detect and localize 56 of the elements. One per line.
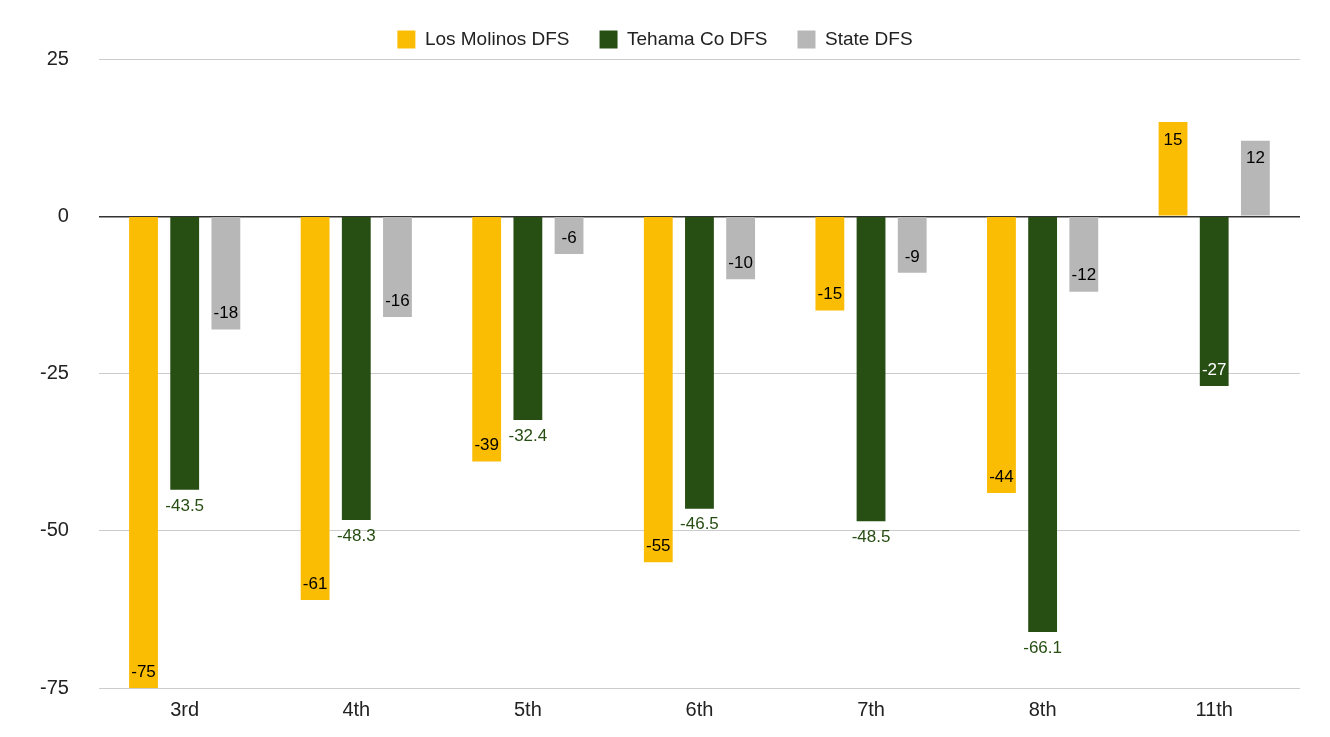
- bar: [897, 217, 927, 273]
- data-label: -48.3: [336, 525, 376, 545]
- y-tick-label: 0: [57, 203, 69, 226]
- bar: [129, 217, 158, 688]
- bar: [472, 217, 502, 462]
- data-label: -44: [989, 466, 1014, 486]
- bar: [300, 217, 330, 600]
- bar: [383, 217, 412, 317]
- y-tick-label: -50: [40, 518, 69, 541]
- y-tick-label: -25: [40, 361, 69, 384]
- y-tick-label: -75: [40, 675, 69, 698]
- x-tick-label: 7th: [857, 697, 885, 720]
- x-tick-label: 6th: [685, 697, 714, 720]
- bar: [815, 217, 845, 311]
- x-tick-label: 3rd: [170, 697, 200, 720]
- bar: [643, 217, 673, 563]
- data-label: -39: [474, 435, 499, 455]
- x-tick-label: 5th: [513, 697, 542, 720]
- data-label: -32.4: [508, 425, 548, 445]
- data-label: -15: [817, 284, 843, 304]
- data-label: -27: [1201, 359, 1227, 379]
- data-label: -48.5: [851, 527, 891, 546]
- bar: [987, 217, 1016, 494]
- bar: [1069, 217, 1099, 292]
- data-label: -18: [213, 303, 239, 323]
- data-label: -55: [645, 535, 671, 555]
- data-label: 12: [1245, 148, 1265, 168]
- bar: [170, 217, 200, 490]
- x-tick-label: 11th: [1195, 697, 1233, 720]
- bar: [341, 217, 371, 521]
- data-label: -46.5: [680, 514, 719, 534]
- data-label: -75: [131, 661, 156, 681]
- legend-label: State DFS: [824, 27, 913, 49]
- bar: [1028, 217, 1058, 633]
- bar: [1158, 121, 1188, 216]
- data-label: -61: [302, 573, 328, 593]
- x-tick-label: 4th: [342, 697, 371, 720]
- data-label: 15: [1163, 129, 1183, 149]
- data-label: -16: [385, 290, 410, 310]
- bar: [685, 217, 714, 509]
- y-tick-label: 25: [46, 46, 69, 69]
- bar: [211, 217, 241, 330]
- data-label: -12: [1071, 265, 1097, 285]
- data-label: -9: [904, 246, 920, 266]
- bar: [1199, 217, 1229, 387]
- bar: [856, 217, 886, 522]
- data-label: -10: [728, 252, 753, 272]
- x-tick-label: 8th: [1028, 697, 1057, 720]
- data-label: -6: [561, 227, 577, 247]
- bar: [513, 217, 543, 421]
- data-label: -66.1: [1023, 637, 1062, 657]
- legend-label: Tehama Co DFS: [627, 27, 768, 49]
- bar: [1240, 140, 1270, 216]
- bar: [726, 217, 756, 280]
- data-label: -43.5: [165, 495, 205, 515]
- legend-label: Los Molinos DFS: [424, 27, 570, 49]
